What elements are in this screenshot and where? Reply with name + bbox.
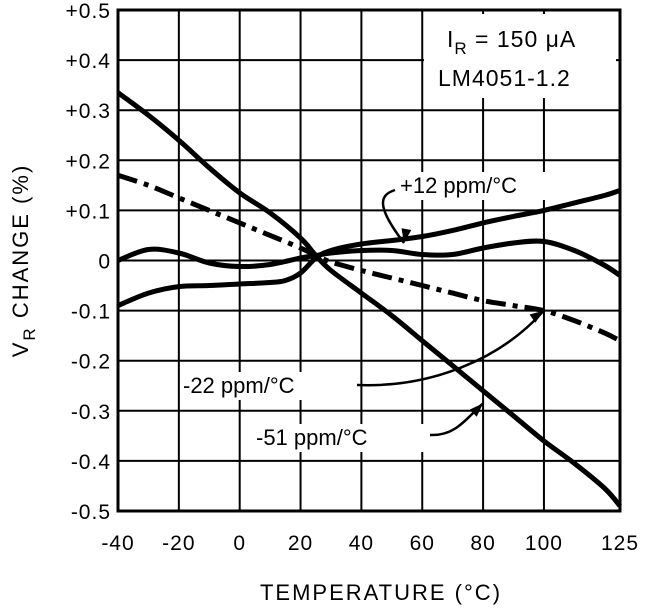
info-current-value: = 150 μA [468,26,577,52]
annotation-12ppm-background [396,172,568,200]
series-line-curve-4 [117,188,621,308]
annotation-leader-0 [381,188,405,244]
y-tick-label: +0.1 [66,200,111,223]
y-tick-label: -0.2 [71,351,111,374]
y-tick-label: +0.4 [66,50,111,73]
y-axis-title-main: V [8,341,33,358]
y-axis-title-rest: CHANGE (%) [8,164,33,327]
annotation-arrowhead-0 [401,228,412,243]
info-current-symbol: I [447,26,454,52]
y-axis-title-subscript: R [20,326,39,340]
info-part-number: LM4051-1.2 [438,65,571,91]
annotation-labels: +12 ppm/°C -22 ppm/°C -51 ppm/°C [180,172,568,452]
annotation-51ppm-background [252,424,428,452]
x-axis-title: TEMPERATURE (°C) [260,580,502,605]
y-axis-title: VR CHANGE (%) [8,164,39,358]
x-tick-label: -20 [162,532,195,555]
info-box: IR = 150 μA LM4051-1.2 [424,14,616,98]
annotation-22ppm: -22 ppm/°C [183,373,295,398]
annotation-arrows [356,188,545,437]
x-tick-label: 20 [288,532,313,555]
x-tick-label: 60 [410,532,435,555]
x-tick-labels: -40 -20 0 20 40 60 80 100 125 [101,532,639,555]
info-box-background [424,14,616,98]
x-tick-label: 80 [470,532,495,555]
y-tick-label: +0.3 [66,100,111,123]
x-tick-label: 0 [233,532,246,555]
info-current-subscript: R [454,39,467,58]
x-tick-label: -40 [101,532,134,555]
x-tick-label: 100 [525,532,563,555]
x-tick-label: 40 [349,532,374,555]
series-line-51-ppm-c [116,90,622,508]
y-tick-label: +0.5 [66,0,111,23]
info-current-label: IR = 150 μA [447,26,576,58]
y-tick-label: -0.4 [71,451,111,474]
series-line-12-ppm-c [117,238,622,278]
y-tick-label: -0.1 [71,301,111,324]
annotation-12ppm: +12 ppm/°C [400,173,517,198]
y-tick-label: -0.5 [71,501,111,524]
annotation-22ppm-background [180,372,356,400]
y-tick-label: +0.2 [66,150,111,173]
y-tick-label: -0.3 [71,401,111,424]
annotation-arrowhead-2 [469,403,484,417]
annotation-arrowhead-1 [529,310,544,323]
y-tick-label: 0 [98,251,111,274]
x-tick-label: 125 [601,532,639,555]
y-tick-labels: +0.5 +0.4 +0.3 +0.2 +0.1 0 -0.1 -0.2 -0.3 -0.4 -0.… [66,0,111,524]
annotation-51ppm: -51 ppm/°C [256,425,368,450]
series-group [116,90,622,508]
annotation-leader-1 [356,309,545,387]
